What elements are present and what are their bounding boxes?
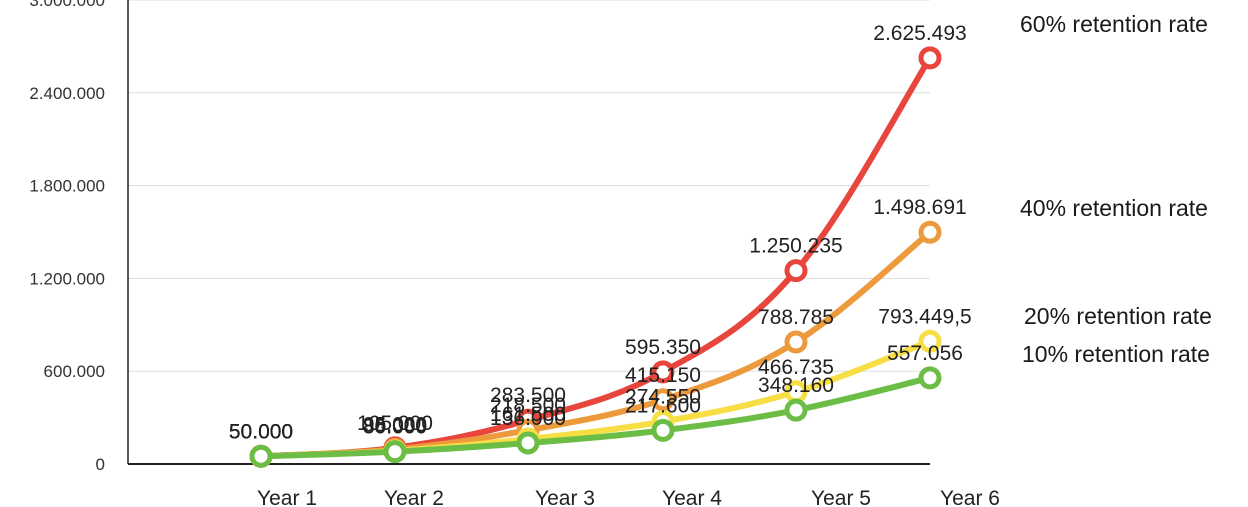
y-tick-label: 1.200.000: [29, 269, 105, 288]
data-point: [249, 444, 273, 468]
series-line: [258, 374, 933, 460]
data-point: [784, 398, 808, 422]
y-tick-label: 2.400.000: [29, 84, 105, 103]
data-point: [651, 418, 675, 442]
y-tick-label: 3.000.000: [29, 0, 105, 10]
data-point: [651, 360, 675, 384]
data-label: 136.000: [490, 407, 566, 430]
data-label: 793.449,5: [878, 305, 971, 328]
y-tick-label: 600.000: [44, 362, 105, 381]
data-label: 348.160: [758, 374, 834, 397]
x-tick-label: Year 1: [257, 487, 317, 507]
data-label: 217.600: [625, 394, 701, 417]
data-point: [918, 46, 942, 70]
data-point: [918, 329, 942, 353]
data-label: 2.625.493: [873, 22, 966, 45]
data-point: [784, 259, 808, 283]
data-label: 218.500: [490, 394, 566, 417]
data-label: 95.000: [363, 413, 427, 436]
y-tick-label: 1.800.000: [29, 177, 105, 196]
data-label: 1.498.691: [873, 196, 966, 219]
data-label: 85.000: [363, 415, 427, 438]
data-point: [516, 431, 540, 455]
legend-40-retention: 40% retention rate: [1020, 195, 1208, 221]
x-tick-label: Year 2: [384, 487, 444, 507]
data-point: [918, 220, 942, 244]
legend-60-retention: 60% retention rate: [1020, 11, 1208, 37]
data-point: [918, 366, 942, 390]
data-label: 788.785: [758, 306, 834, 329]
y-axis-tick-labels: 0 600.000 1.200.000 1.800.000 2.400.000 3.000…: [29, 0, 105, 474]
data-label: 50.000: [229, 420, 293, 443]
series-lines: [249, 46, 942, 468]
legend-20-retention: 20% retention rate: [1024, 303, 1212, 329]
data-label: 50.000: [229, 420, 293, 443]
data-labels: 50.000 105.000 283.500 595.350 1.250.235 2.62…: [229, 22, 972, 443]
data-label: 415.150: [625, 364, 701, 387]
y-tick-label: 0: [96, 455, 105, 474]
x-tick-label: Year 6: [940, 487, 1000, 507]
x-tick-label: Year 3: [535, 487, 595, 507]
data-label: 595.350: [625, 336, 701, 359]
legend-10-retention: 10% retention rate: [1022, 341, 1210, 367]
data-label: 105.000: [357, 412, 433, 435]
data-label: 274.550: [625, 386, 701, 409]
data-label: 466.735: [758, 356, 834, 379]
data-point: [784, 330, 808, 354]
data-point: [383, 440, 407, 464]
data-label: 283.500: [490, 384, 566, 407]
data-label: 50.000: [229, 420, 293, 443]
data-label: 161.500: [490, 403, 566, 426]
x-axis-tick-labels: Year 1 Year 2 Year 3 Year 4 Year 5 Year 6: [257, 487, 1000, 507]
data-label: 1.250.235: [749, 235, 842, 258]
data-label: 557.056: [887, 342, 963, 365]
x-tick-label: Year 5: [811, 487, 871, 507]
data-label: 80.000: [363, 416, 427, 439]
data-point: [651, 388, 675, 412]
x-tick-label: Year 4: [662, 487, 722, 507]
data-label: 50.000: [229, 420, 293, 443]
